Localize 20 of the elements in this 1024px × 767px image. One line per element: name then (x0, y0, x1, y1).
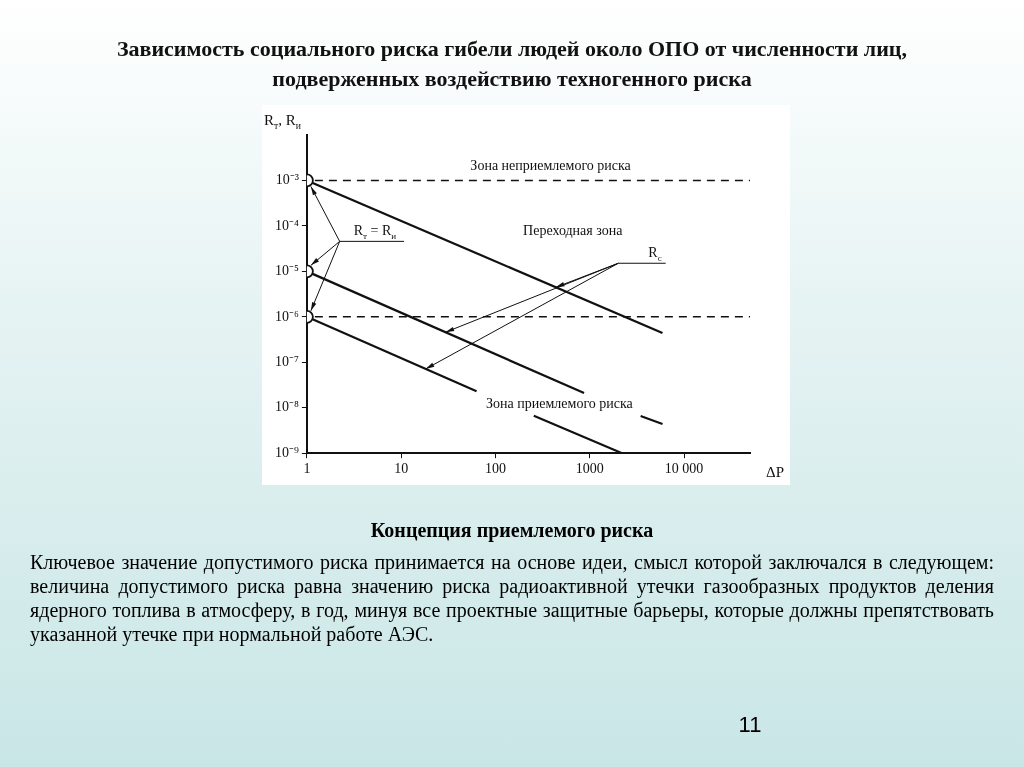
y-tick-label: 10⁻³ (275, 172, 299, 188)
x-tick-label: 10 (394, 461, 409, 477)
x-tick-label: 100 (484, 461, 506, 477)
annotation: Зона неприемлемого риска (470, 158, 632, 174)
annotation: Переходная зона (523, 222, 624, 238)
text: 11 (737, 712, 763, 738)
x-tick-label: 10 000 (664, 461, 704, 477)
y-tick-label: 10⁻⁸ (274, 399, 299, 415)
text: Ключевое значение допустимого риска принимается на основе идеи, смысл которой заключался в следующем: величина допустимого риска равна значению риска радиоактивной утечки газообразных продуктов деления ядерного топлива в атмосферу, в год, минуя все проектные защитные барьеры, которые должны препятствовать указанной утечке при нормальной работе АЭС. (30, 550, 994, 646)
annotation: Зона приемлемого риска (486, 395, 634, 411)
x-axis-title: ΔP (766, 463, 785, 480)
chart-title: Зависимость социального риска гибели людей около ОПО от численности лиц, подверженных воздействию техногенного риска (115, 35, 909, 93)
y-tick-label: 10⁻⁴ (274, 217, 299, 233)
y-tick-label: 10⁻⁹ (274, 444, 299, 460)
y-tick-label: 10⁻⁵ (274, 263, 299, 279)
x-tick-label: 1000 (575, 461, 604, 477)
x-tick-label: 1 (303, 461, 311, 477)
y-tick-label: 10⁻⁶ (274, 308, 299, 324)
y-tick-label: 10⁻⁷ (274, 353, 299, 369)
text: Концепция приемлемого риска (369, 519, 655, 542)
